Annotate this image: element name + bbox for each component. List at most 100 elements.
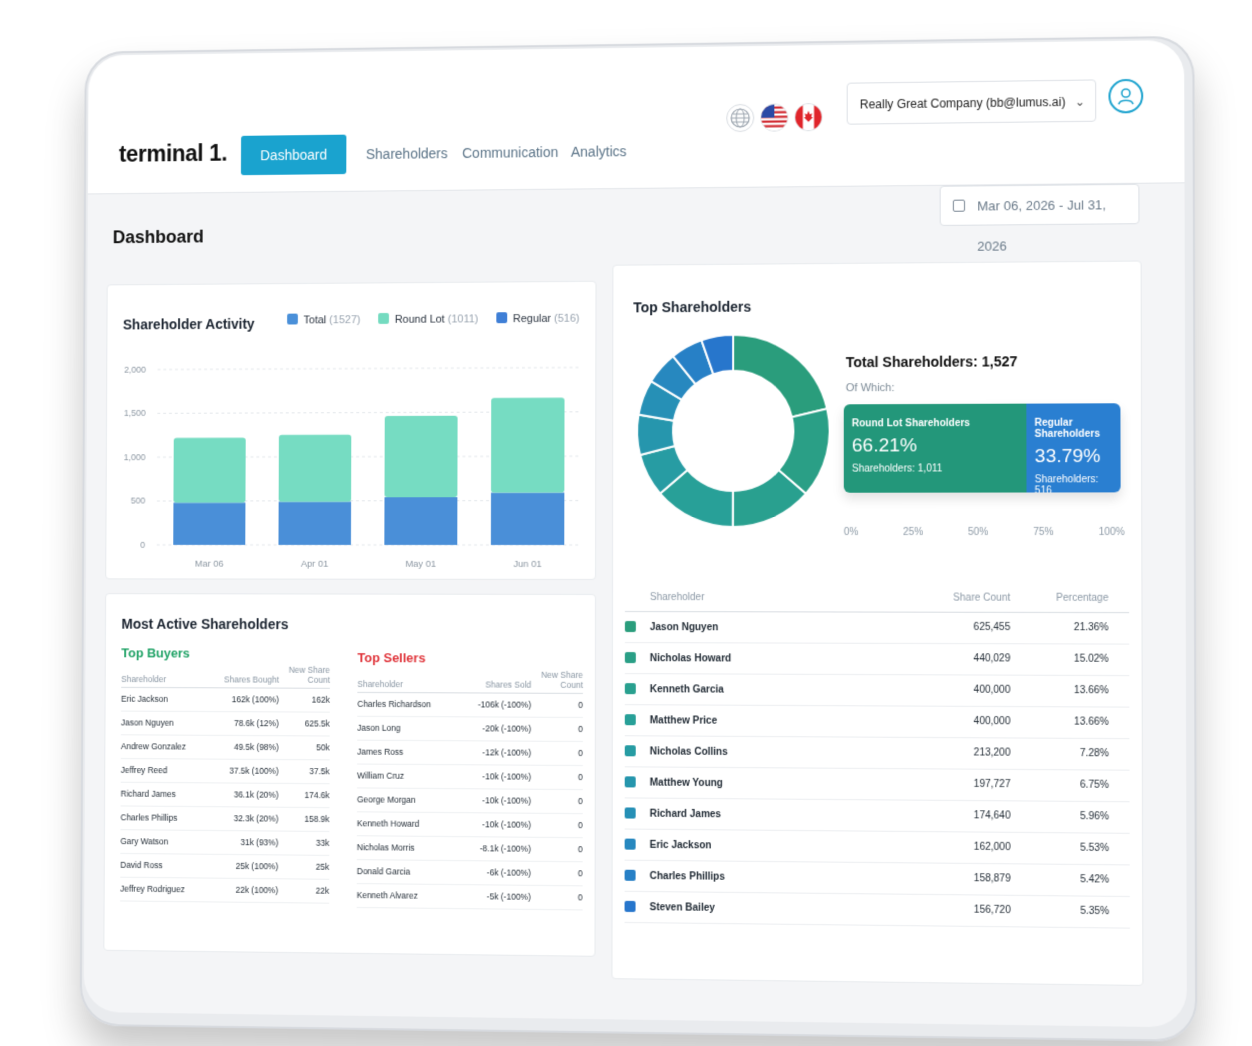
regular-count: Shareholders: 516 — [1034, 474, 1099, 493]
new-share-count: 37.5k — [278, 759, 330, 784]
shareholder-name: Charles Phillips — [649, 870, 725, 883]
bar-round-lot — [278, 434, 352, 502]
round-lot-segment[interactable]: Round Lot Shareholders 66.21% Shareholde… — [843, 403, 1027, 493]
share-change: -10k (-100%) — [457, 764, 532, 789]
date-range-text: Mar 06, 2026 - Jul 31, 2026 — [977, 197, 1107, 254]
shareholder-row[interactable]: Steven Bailey 156,720 5.35% — [624, 890, 1130, 928]
buyers-col-bought: Shares Bought — [206, 661, 280, 688]
canada-flag-icon[interactable] — [794, 103, 823, 132]
shareholder-name: Nicholas Collins — [649, 745, 728, 758]
new-share-count: 50k — [278, 735, 330, 760]
new-share-count: 625.5k — [278, 711, 330, 736]
share-change: -20k (-100%) — [458, 716, 532, 741]
shareholder-row[interactable]: Charles Phillips 158,879 5.42% — [624, 859, 1130, 897]
share-count: 440,029 — [860, 642, 1031, 675]
top-nav: terminal 1. Dashboard Shareholders Commu… — [87, 39, 1185, 195]
tab-analytics[interactable]: Analytics — [570, 143, 627, 160]
buyer-row[interactable]: Jeffrey Rodriguez 22k (100%) 22k — [120, 876, 330, 903]
regular-label: Regular Shareholders — [1034, 417, 1101, 440]
seller-row[interactable]: Donald Garcia -6k (-100%) 0 — [356, 859, 583, 886]
share-change: 37.5k (100%) — [206, 758, 279, 783]
buyer-row[interactable]: Eric Jackson 162k (100%) 162k — [121, 686, 330, 712]
buyer-row[interactable]: David Ross 25k (100%) 25k — [120, 852, 330, 879]
top-shareholders-table: Shareholder Share Count Percentage Jason… — [624, 585, 1130, 928]
col-share-count: Share Count — [860, 585, 1031, 612]
top-shareholders-card: Top Shareholders Total Shareholders: 1,5… — [611, 260, 1144, 986]
user-avatar-icon[interactable] — [1108, 78, 1144, 114]
buyer-row[interactable]: Andrew Gonzalez 49.5k (98%) 50k — [120, 734, 330, 760]
tab-dashboard[interactable]: Dashboard — [240, 134, 347, 176]
new-share-count: 158.9k — [278, 806, 330, 831]
us-flag-icon[interactable] — [760, 103, 789, 132]
share-count: 213,200 — [860, 736, 1032, 770]
y-tick-label: 1,500 — [124, 408, 146, 418]
x-tick-label: Jun 01 — [513, 558, 541, 569]
seller-row[interactable]: Kenneth Alvarez -5k (-100%) 0 — [356, 883, 583, 910]
donut-slice[interactable] — [701, 335, 733, 375]
gridline — [158, 367, 582, 369]
share-percentage: 5.35% — [1031, 894, 1130, 928]
shareholder-name: Nicholas Howard — [649, 652, 732, 664]
seller-row[interactable]: George Morgan -10k (-100%) 0 — [356, 787, 583, 814]
share-change: 31k (93%) — [206, 829, 279, 855]
donut-slice[interactable] — [733, 470, 806, 527]
share-change: 78.6k (12%) — [206, 711, 279, 736]
bar-regular — [173, 502, 246, 545]
seller-row[interactable]: James Ross -12k (-100%) 0 — [357, 739, 583, 766]
shareholder-name: Charles Phillips — [120, 805, 207, 830]
new-share-count: 0 — [530, 812, 583, 838]
globe-icon[interactable] — [726, 103, 755, 133]
color-swatch — [624, 651, 636, 663]
shareholder-name: Jeffrey Reed — [120, 758, 207, 783]
buyer-row[interactable]: Jeffrey Reed 37.5k (100%) 37.5k — [120, 758, 330, 784]
buyer-row[interactable]: Jason Nguyen 78.6k (12%) 625.5k — [120, 710, 330, 736]
shareholder-row[interactable]: Nicholas Collins 213,200 7.28% — [624, 735, 1130, 770]
buyer-row[interactable]: Gary Watson 31k (93%) 33k — [120, 829, 330, 855]
color-swatch — [624, 744, 636, 756]
shareholder-name: David Ross — [120, 852, 207, 878]
shareholder-row[interactable]: Kenneth Garcia 400,000 13.66% — [624, 673, 1130, 707]
bar-round-lot — [384, 415, 458, 498]
share-change: 32.3k (20%) — [206, 806, 279, 831]
donut-slice[interactable] — [733, 334, 827, 417]
color-swatch — [624, 713, 636, 725]
new-share-count: 174.6k — [278, 782, 330, 808]
seller-row[interactable]: William Cruz -10k (-100%) 0 — [357, 763, 583, 790]
shareholder-row[interactable]: Matthew Young 197,727 6.75% — [624, 766, 1130, 802]
shareholder-row[interactable]: Richard James 174,640 5.96% — [624, 797, 1130, 833]
share-percentage: 13.66% — [1030, 674, 1130, 707]
bar-regular — [278, 501, 352, 545]
seller-row[interactable]: Kenneth Howard -10k (-100%) 0 — [356, 811, 583, 838]
shareholder-row[interactable]: Nicholas Howard 440,029 15.02% — [624, 642, 1130, 676]
buyer-row[interactable]: Richard James 36.1k (20%) 174.6k — [120, 781, 330, 808]
share-count: 625,455 — [860, 611, 1031, 644]
color-swatch — [624, 620, 636, 632]
shareholder-name: Steven Bailey — [649, 901, 715, 914]
donut-slice[interactable] — [671, 338, 714, 386]
share-change: 49.5k (98%) — [206, 734, 279, 760]
shareholder-cell: Nicholas Howard — [624, 642, 861, 675]
shareholder-split-bar: Round Lot Shareholders 66.21% Shareholde… — [843, 403, 1121, 493]
most-active-card: Most Active Shareholders Top Buyers Shar… — [103, 593, 597, 957]
shareholder-row[interactable]: Jason Nguyen 625,455 21.36% — [624, 611, 1130, 644]
seller-row[interactable]: Jason Long -20k (-100%) 0 — [357, 715, 583, 741]
top-shareholders-title: Top Shareholders — [633, 298, 752, 316]
donut-slice[interactable] — [660, 470, 733, 527]
shareholder-name: Kenneth Alvarez — [356, 883, 458, 909]
new-share-count: 0 — [531, 716, 583, 741]
shareholder-row[interactable]: Eric Jackson 162,000 5.53% — [624, 828, 1130, 865]
col-shareholder: Shareholder — [624, 585, 861, 612]
date-range-picker[interactable]: Mar 06, 2026 - Jul 31, 2026 — [939, 183, 1140, 254]
shareholder-row[interactable]: Matthew Price 400,000 13.66% — [624, 704, 1130, 739]
regular-segment[interactable]: Regular Shareholders 33.79% Shareholders… — [1026, 403, 1121, 493]
share-change: -10k (-100%) — [457, 788, 532, 813]
company-selector[interactable]: Really Great Company (bb@lumus.ai) ⌄ — [846, 79, 1097, 125]
buyer-row[interactable]: Charles Phillips 32.3k (20%) 158.9k — [120, 805, 330, 831]
bar-regular — [384, 497, 458, 545]
shareholder-name: Jason Nguyen — [120, 710, 207, 735]
seller-row[interactable]: Nicholas Morris -8.1k (-100%) 0 — [356, 835, 583, 862]
sellers-col-shareholder: Shareholder — [357, 666, 459, 693]
seller-row[interactable]: Charles Richardson -106k (-100%) 0 — [357, 691, 583, 717]
x-tick-label: Apr 01 — [301, 558, 328, 569]
round-lot-label: Round Lot Shareholders — [851, 417, 971, 430]
